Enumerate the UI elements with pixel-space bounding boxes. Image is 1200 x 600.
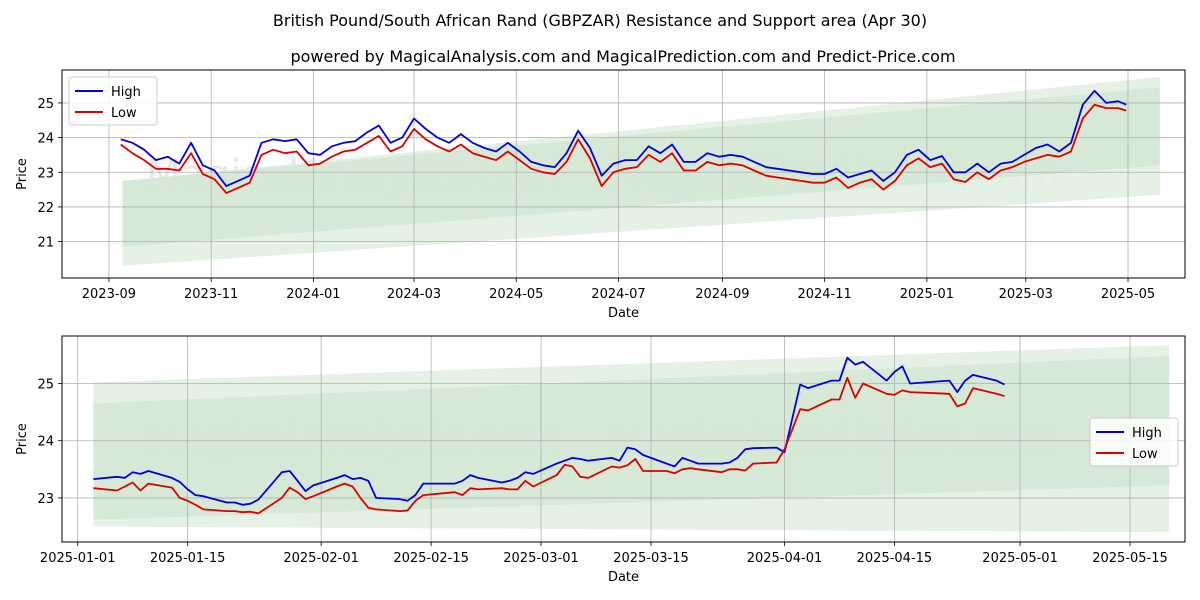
- y-tick-label: 23: [37, 492, 54, 507]
- x-tick-label: 2025-05-01: [982, 551, 1058, 566]
- x-tick-label: 2025-05-15: [1092, 551, 1168, 566]
- x-tick-label: 2025-03: [999, 287, 1053, 302]
- x-tick-label: 2025-04-15: [857, 551, 933, 566]
- bottom-chart-panel: MagicalAnalysis.comMagicalPrediction.com…: [15, 335, 1186, 585]
- series-line-high: [93, 356, 1005, 506]
- series-line-high: [120, 89, 1127, 187]
- x-tick-label: 2024-09: [695, 287, 749, 302]
- x-tick-label: 2025-03-01: [503, 551, 579, 566]
- y-axis-label: Price: [15, 423, 30, 455]
- x-tick-label: 2024-03: [387, 287, 441, 302]
- x-tick-label: 2025-02-15: [393, 551, 469, 566]
- legend-label-low: Low: [1132, 447, 1158, 462]
- y-tick-label: 25: [37, 377, 54, 392]
- x-tick-label: 2024-05: [489, 287, 543, 302]
- legend: High Low: [1089, 417, 1179, 467]
- x-tick-label: 2025-05: [1101, 287, 1155, 302]
- x-tick-label: 2023-11: [184, 287, 238, 302]
- y-tick-label: 23: [37, 166, 54, 181]
- x-tick-label: 2025-01: [900, 287, 954, 302]
- y-tick-label: 24: [37, 435, 54, 450]
- series-line-low: [93, 376, 1005, 515]
- legend-label-high: High: [111, 85, 141, 100]
- x-tick-label: 2025-02-01: [283, 551, 359, 566]
- x-tick-label: 2023-09: [82, 287, 136, 302]
- chart-title: British Pound/South African Rand (GBPZAR…: [273, 11, 927, 30]
- y-tick-label: 24: [37, 132, 54, 147]
- legend-label-low: Low: [111, 106, 137, 121]
- y-tick-label: 21: [37, 236, 54, 251]
- x-tick-label: 2024-11: [797, 287, 851, 302]
- x-tick-label: 2024-07: [591, 287, 645, 302]
- x-tick-label: 2025-01-15: [150, 551, 226, 566]
- chart-subtitle: powered by MagicalAnalysis.com and Magic…: [290, 47, 955, 66]
- top-chart-panel: MagicalAnalysis.comMagicalPrediction.com…: [15, 69, 1186, 321]
- series-line-low: [120, 103, 1127, 194]
- x-axis-label: Date: [608, 306, 639, 321]
- x-tick-label: 2025-03-15: [613, 551, 689, 566]
- legend: High Low: [68, 76, 158, 126]
- y-tick-label: 22: [37, 201, 54, 216]
- plot-frame: [61, 335, 1186, 543]
- x-tick-label: 2025-01-01: [40, 551, 116, 566]
- plot-frame: [61, 69, 1186, 279]
- y-tick-label: 25: [37, 97, 54, 112]
- x-axis-label: Date: [608, 570, 639, 585]
- legend-label-high: High: [1132, 426, 1162, 441]
- x-tick-label: 2024-01: [286, 287, 340, 302]
- y-axis-label: Price: [15, 158, 30, 190]
- x-tick-label: 2025-04-01: [747, 551, 823, 566]
